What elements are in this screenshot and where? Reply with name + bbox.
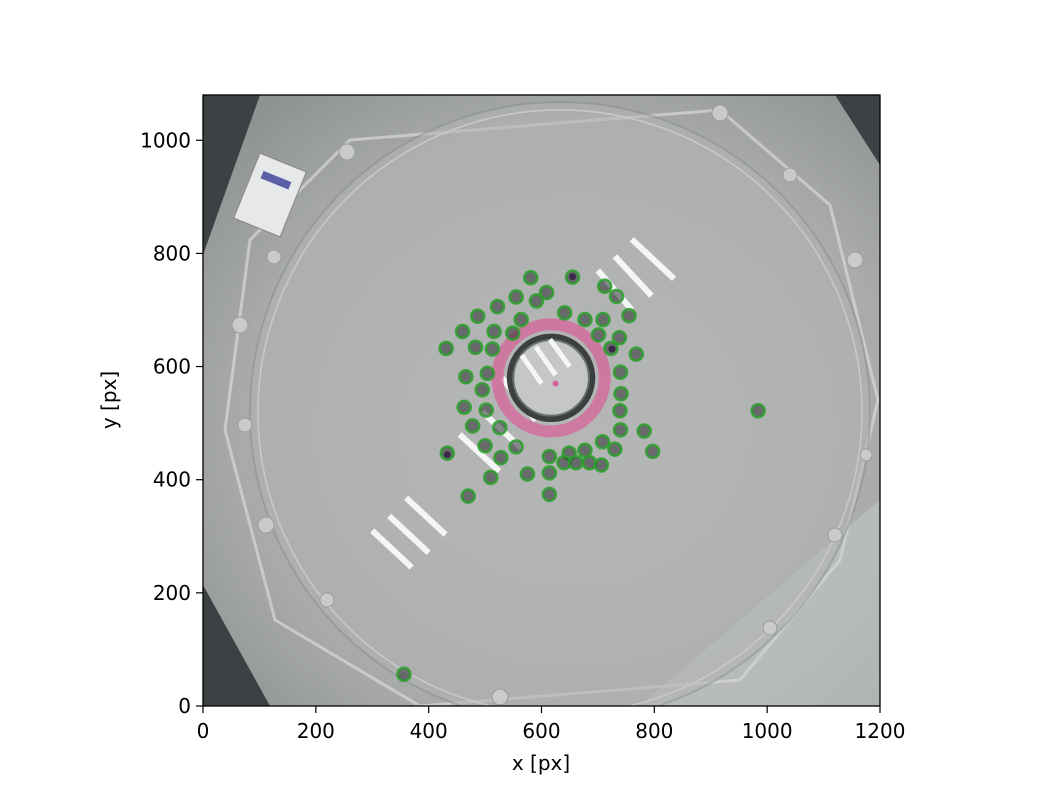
y-tick-label-400: 400 [153,468,191,492]
ring-inner [506,333,596,423]
x-tick-label-200: 200 [297,719,335,743]
dark-marker-1 [608,345,616,353]
detection-point-48 [568,454,584,471]
detection-point-16 [504,325,521,341]
detection-point-37 [477,437,493,454]
y-tick-label-1000: 1000 [140,128,191,152]
detection-point-28 [613,385,629,402]
stripe-1 [387,513,431,555]
detections-layer [396,269,766,683]
detection-point-15 [486,323,502,340]
arena-inner-circle [257,109,863,706]
detection-point-45 [493,449,509,466]
y-tick-label-200: 200 [153,581,191,605]
detection-point-8 [469,308,486,325]
detection-point-21 [484,341,501,357]
plot-area [203,95,880,706]
detection-point-50 [593,457,610,473]
detection-point-3 [538,284,555,301]
detection-point-36 [636,423,652,439]
detection-point-14 [454,323,471,340]
stripe-3 [457,432,502,474]
stripe-0 [370,528,414,570]
dark-marker-2 [569,273,577,281]
central-ring [491,318,611,438]
dark-marker-0 [443,451,451,459]
detection-point-5 [489,298,506,315]
detection-point-39 [594,433,611,450]
detection-point-19 [438,340,454,357]
detection-point-38 [508,439,524,455]
detection-point-53 [541,465,558,481]
x-tick-label-600: 600 [522,719,560,743]
x-tick-label-0: 0 [197,719,210,743]
detection-point-29 [456,399,473,416]
stripe-10 [629,237,677,282]
detection-point-56 [396,666,412,683]
detection-point-2 [508,289,524,305]
detection-point-6 [596,278,613,295]
detection-point-9 [556,305,573,321]
detection-point-24 [458,368,474,385]
detection-point-30 [478,402,495,418]
detection-point-23 [628,346,645,362]
detection-point-25 [479,365,496,382]
y-tick-label-0: 0 [178,694,191,718]
detection-point-18 [611,329,628,346]
detection-point-12 [513,311,529,328]
x-tick-label-400: 400 [410,719,448,743]
card-object [233,152,307,238]
x-tick-label-1200: 1200 [855,719,906,743]
detection-point-51 [482,469,499,486]
x-axis-ticks: 0 200 400 600 800 1000 1200 [197,706,906,743]
stripe-9 [612,254,654,298]
detection-point-27 [474,381,491,398]
detection-point-42 [577,442,593,459]
detection-point-43 [607,441,623,457]
detection-point-17 [590,327,607,343]
ring-stripe-2 [547,337,572,369]
detection-point-46 [541,448,558,465]
x-axis-label: x [px] [512,751,570,775]
detection-point-13 [595,311,611,328]
detection-point-35 [612,422,629,438]
detection-point-52 [519,466,536,482]
plate-screws [231,104,873,706]
detection-point-44 [644,443,661,460]
detection-point-32 [750,402,766,419]
detection-point-0 [522,269,539,286]
detection-point-54 [460,488,476,504]
stripe-2 [404,495,448,537]
ring-outer [491,318,611,438]
y-axis-label: y [px] [97,371,121,429]
detection-point-11 [621,307,637,324]
y-axis-ticks: 0 200 400 600 800 1000 [140,128,203,718]
detection-point-33 [464,418,481,434]
x-tick-label-800: 800 [635,719,673,743]
detection-point-7 [608,288,625,305]
x-tick-label-1000: 1000 [742,719,793,743]
detection-point-4 [528,293,545,309]
y-tick-label-800: 800 [153,241,191,265]
arena-image [203,95,880,706]
ring-stripe-0 [519,353,544,385]
ring-stripe-1 [533,345,558,377]
detection-point-34 [491,419,508,436]
detection-point-10 [577,311,593,328]
detection-point-31 [612,402,628,419]
detection-point-26 [612,364,629,381]
y-tick-label-600: 600 [153,355,191,379]
detection-point-20 [467,339,484,356]
detection-point-55 [541,486,558,503]
ring-marker [552,380,559,387]
